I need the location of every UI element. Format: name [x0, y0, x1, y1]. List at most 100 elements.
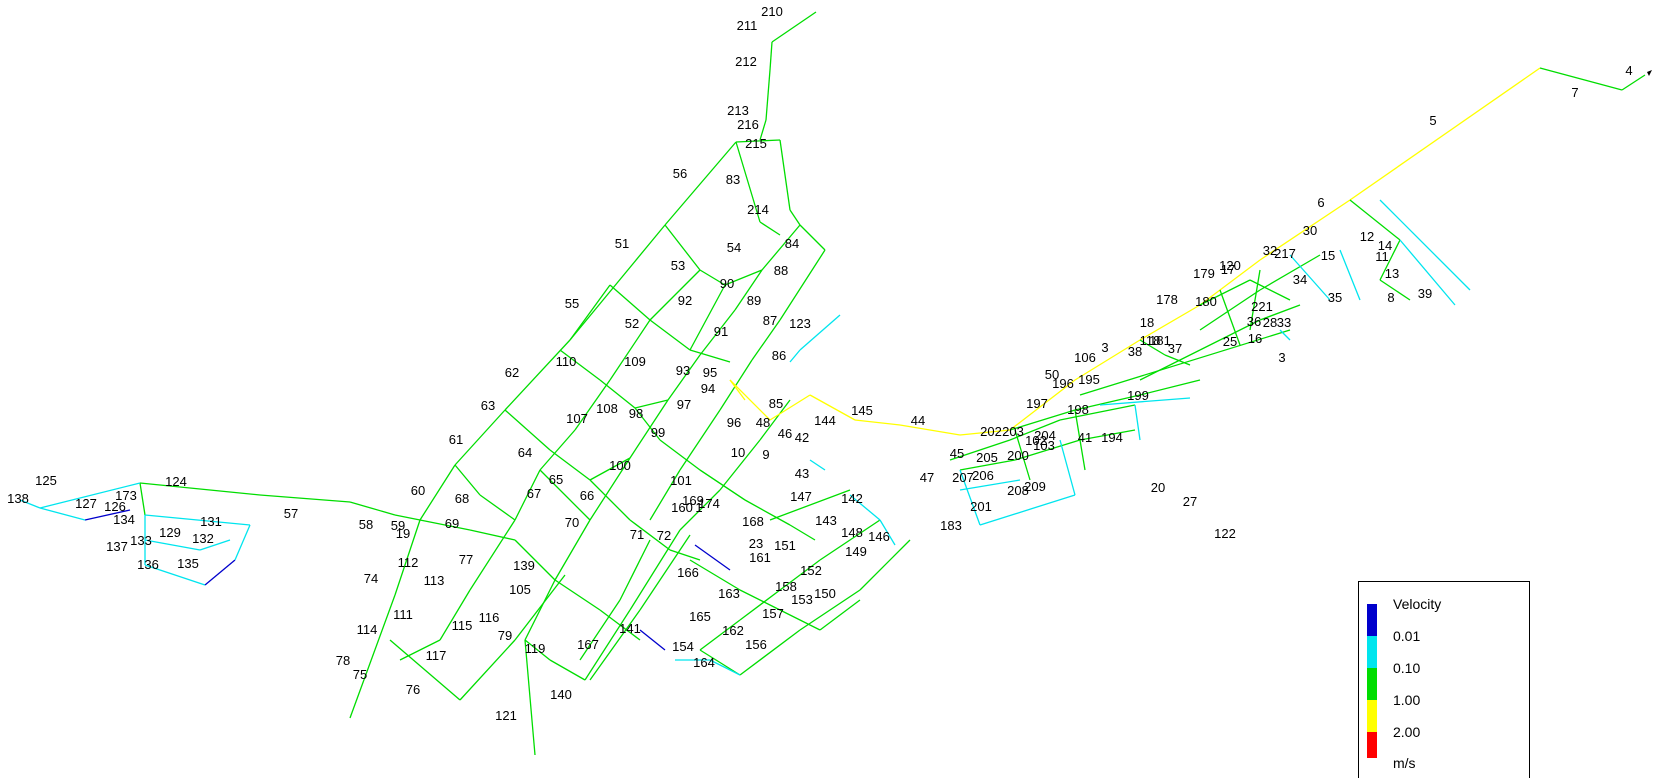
- pipe-segment: [349, 501, 396, 516]
- pipe-segment: [1249, 269, 1261, 331]
- link-label: 28: [1263, 315, 1277, 330]
- link-label: 211: [737, 18, 758, 33]
- link-label: 121: [495, 708, 517, 723]
- link-label: 196: [1052, 376, 1074, 391]
- pipe-segment: [349, 594, 396, 719]
- link-label: 125: [35, 473, 57, 488]
- pipe-segment: [1219, 289, 1241, 346]
- link-label: 153: [791, 592, 813, 607]
- link-label: 109: [624, 354, 646, 369]
- link-label: 15: [1321, 248, 1335, 263]
- link-label: 13: [1385, 266, 1399, 281]
- link-label: 194: [1101, 430, 1123, 445]
- pipe-segment: [1199, 259, 1261, 306]
- pipe-segment: [1134, 404, 1141, 441]
- link-label: 180: [1195, 294, 1217, 309]
- link-label: 111: [393, 607, 413, 622]
- link-label: 33: [1277, 315, 1291, 330]
- pipe-segment: [724, 269, 763, 286]
- link-label: 199: [1127, 388, 1149, 403]
- link-label: 150: [814, 586, 836, 601]
- link-label: 113: [424, 573, 445, 588]
- link-label: 54: [727, 240, 741, 255]
- legend-unit: m/s: [1393, 755, 1416, 771]
- link-label: 210: [761, 4, 783, 19]
- pipe-segment: [1014, 429, 1031, 481]
- legend-break-2: 0.10: [1393, 660, 1421, 676]
- link-label: 19: [396, 526, 410, 541]
- pipe-segment: [629, 529, 681, 611]
- link-label: 116: [479, 610, 500, 625]
- pipe-segment: [539, 469, 591, 521]
- link-label: 108: [596, 401, 618, 416]
- pipe-segment: [819, 599, 861, 631]
- link-label: 102: [1025, 433, 1047, 448]
- link-label: 103: [1033, 438, 1055, 453]
- pipe-segment: [799, 224, 826, 251]
- pipe-segment: [779, 139, 791, 211]
- pipe-segment: [854, 419, 901, 426]
- link-label: 6: [1317, 195, 1324, 210]
- pipe-segment: [609, 284, 651, 321]
- pipe-segment: [799, 314, 841, 351]
- link-label: 203: [1002, 424, 1024, 439]
- pipe-links: [19, 11, 1652, 756]
- link-label: 7: [1571, 85, 1578, 100]
- pipe-segment: [809, 459, 826, 471]
- link-label: 163: [718, 586, 740, 601]
- link-label: 158: [775, 579, 797, 594]
- link-label: 32: [1263, 243, 1277, 258]
- link-label: 47: [920, 470, 934, 485]
- link-label: 146: [868, 529, 890, 544]
- pipe-segment: [779, 609, 821, 631]
- pipe-segment: [779, 249, 826, 321]
- pipe-segment: [664, 224, 701, 271]
- link-label: 151: [774, 538, 796, 553]
- pipe-segment: [1164, 354, 1191, 366]
- pipe-segment: [504, 339, 571, 411]
- pipe-segment: [739, 629, 801, 676]
- pipe-segment: [469, 529, 516, 541]
- link-label: 141: [619, 621, 641, 636]
- pipe-segment: [689, 559, 741, 591]
- link-label: 168: [742, 514, 764, 529]
- link-label: 202: [980, 424, 1002, 439]
- pipe-segment: [549, 659, 586, 681]
- link-label: 27: [1183, 494, 1197, 509]
- link-label: 65: [549, 472, 563, 487]
- pipe-segment: [959, 429, 1011, 436]
- link-label: 124: [165, 474, 187, 489]
- pipe-segment: [809, 394, 856, 421]
- link-label: 112: [398, 555, 419, 570]
- pipe-segment: [1139, 349, 1201, 381]
- pipe-segment: [459, 639, 516, 701]
- link-label: 114: [357, 622, 378, 637]
- link-label: 17: [1221, 262, 1235, 277]
- link-label: 120: [1219, 258, 1241, 273]
- pipe-segment: [559, 349, 601, 381]
- link-label: 140: [550, 687, 572, 702]
- link-label: 61: [449, 432, 463, 447]
- link-label: 131: [200, 514, 222, 529]
- pipe-segment: [139, 482, 146, 516]
- pipe-segment: [719, 359, 753, 411]
- link-label: 204: [1034, 428, 1056, 443]
- pipe-segment: [569, 284, 611, 341]
- pipe-segment: [667, 354, 701, 401]
- legend-swatch-highest: [1367, 732, 1377, 758]
- link-label: 88: [774, 263, 788, 278]
- link-label: 34: [1293, 272, 1307, 287]
- link-label: 46: [778, 426, 792, 441]
- link-label: 138: [7, 491, 29, 506]
- pipe-segment: [144, 539, 201, 551]
- legend-swatch-lowest: [1367, 604, 1377, 636]
- link-label: 115: [452, 618, 473, 633]
- link-label: 154: [672, 639, 694, 654]
- link-label: 60: [411, 483, 425, 498]
- link-label: 79: [498, 628, 512, 643]
- link-label: 221: [1251, 299, 1273, 314]
- link-label: 11: [1375, 249, 1389, 264]
- link-label: 209: [1024, 479, 1046, 494]
- link-label: 30: [1303, 223, 1317, 238]
- link-label: 118: [1140, 333, 1161, 348]
